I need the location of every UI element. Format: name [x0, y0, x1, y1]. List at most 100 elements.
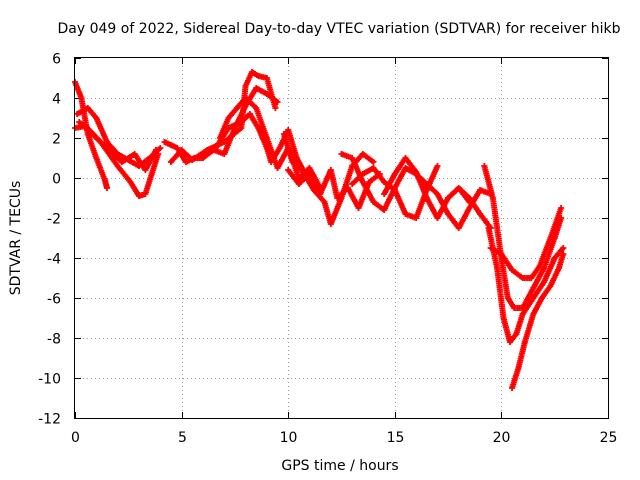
data-point [234, 105, 241, 111]
data-point [504, 295, 511, 301]
data-point [327, 167, 334, 173]
data-point [560, 245, 567, 251]
data-point [127, 179, 134, 185]
data-point [509, 267, 516, 273]
x-axis-title: GPS time / hours [281, 458, 398, 474]
data-point [481, 163, 488, 169]
data-point [255, 73, 262, 79]
data-point [225, 115, 232, 121]
data-point [402, 155, 409, 161]
data-point [103, 145, 110, 151]
data-point [174, 145, 181, 151]
data-point [536, 263, 543, 269]
data-point [317, 191, 324, 197]
data-point [402, 165, 409, 171]
data-point [344, 185, 351, 191]
y-axis-title: SDTVAR / TECUs [8, 181, 24, 296]
data-point [541, 279, 548, 285]
data-point [280, 131, 287, 137]
data-point [131, 151, 138, 157]
data-point [255, 125, 262, 131]
series-trace-17 [485, 225, 567, 345]
series-trace-15 [445, 185, 494, 231]
y-tick-label: 0 [52, 172, 61, 188]
data-point [327, 221, 334, 227]
y-tick-label: 2 [52, 132, 61, 148]
grid-lines [75, 58, 608, 418]
data-point [489, 195, 496, 201]
data-point [485, 225, 492, 231]
data-point [142, 167, 149, 173]
data-point [391, 187, 398, 193]
data-point [274, 165, 281, 171]
series-trace-8 [199, 111, 309, 177]
data-point [487, 245, 494, 251]
y-tick-label: -6 [47, 292, 61, 308]
data-point [74, 111, 81, 117]
data-point [349, 181, 356, 187]
data-point [212, 145, 219, 151]
data-point [513, 331, 520, 337]
data-point [78, 95, 85, 101]
data-point [242, 95, 249, 101]
data-point [445, 195, 452, 201]
data-point [167, 159, 174, 165]
data-point [161, 139, 168, 145]
x-axis-ticks: 0 5 10 15 20 25 [71, 58, 617, 446]
data-point [153, 147, 160, 153]
data-point [253, 85, 260, 91]
data-point [221, 151, 228, 157]
data-point [263, 135, 270, 141]
data-point [84, 105, 91, 111]
chart-title: Day 049 of 2022, Sidereal Day-to-day VTE… [58, 21, 621, 37]
data-point [381, 207, 388, 213]
series-trace-9 [280, 131, 377, 227]
data-point [466, 205, 473, 211]
data-point [76, 119, 83, 125]
data-point [148, 171, 155, 177]
x-tick-label: 25 [600, 430, 618, 446]
x-tick-label: 0 [71, 430, 80, 446]
data-point [103, 139, 110, 145]
data-point [189, 157, 196, 163]
data-point [413, 171, 420, 177]
data-point [370, 159, 377, 165]
data-point [246, 111, 253, 117]
data-point [93, 155, 100, 161]
data-point [285, 127, 292, 133]
data-point [494, 265, 501, 271]
data-point [423, 181, 430, 187]
data-point [519, 275, 526, 281]
data-point [118, 159, 125, 165]
data-point [466, 195, 473, 201]
data-point [509, 385, 516, 391]
data-point [253, 105, 260, 111]
data-point [498, 251, 505, 257]
data-point [402, 211, 409, 217]
data-point [103, 185, 110, 191]
data-point [306, 165, 313, 171]
data-point [547, 235, 554, 241]
data-point [560, 251, 567, 257]
data-point [423, 195, 430, 201]
data-point [142, 191, 149, 197]
data-point [551, 255, 558, 261]
y-axis-ticks: -12 -10 -8 -6 -4 -2 0 2 4 6 [38, 52, 608, 428]
data-point [530, 311, 537, 317]
y-tick-label: -10 [38, 372, 61, 388]
x-tick-label: 15 [387, 430, 405, 446]
data-point [521, 339, 528, 345]
data-point [238, 125, 245, 131]
series-trace-18 [487, 205, 565, 281]
data-point [506, 339, 513, 345]
y-tick-label: 6 [52, 52, 61, 68]
data-point [455, 225, 462, 231]
data-point [530, 295, 537, 301]
data-point [370, 199, 377, 205]
data-point [178, 147, 185, 153]
data-point [500, 315, 507, 321]
data-point [306, 171, 313, 177]
data-point [272, 105, 279, 111]
data-point [519, 311, 526, 317]
data-point [321, 199, 328, 205]
